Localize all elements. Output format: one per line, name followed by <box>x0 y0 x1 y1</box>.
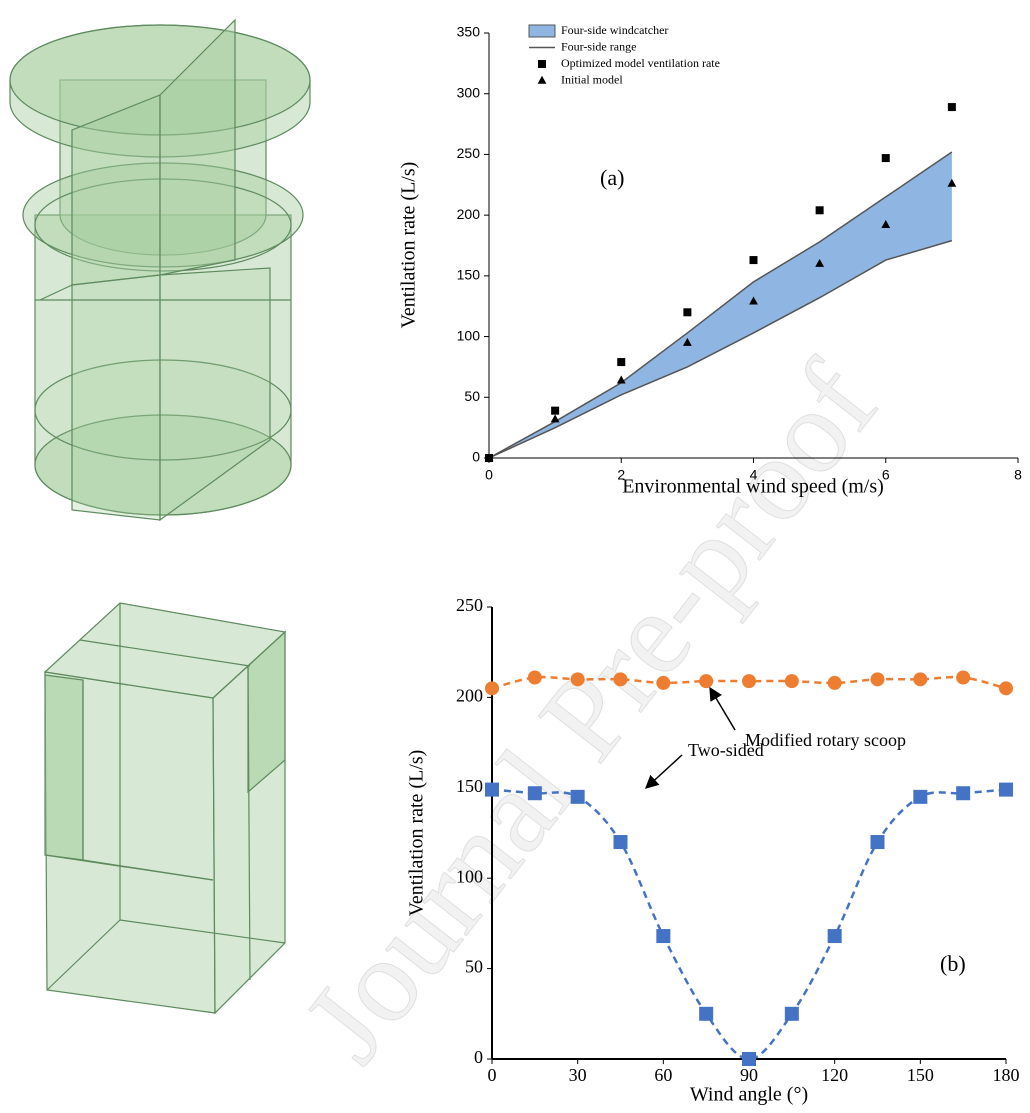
y-tick-label: 150 <box>456 776 483 796</box>
x-tick-label: 30 <box>569 1065 587 1085</box>
legend-label: Four-side range <box>561 39 636 53</box>
marker-circle <box>913 672 927 686</box>
y-tick-label: 250 <box>456 595 483 615</box>
marker-circle <box>871 672 885 686</box>
y-tick-label: 100 <box>456 866 483 886</box>
x-tick-label: 150 <box>907 1065 934 1085</box>
x-tick-label: 8 <box>1014 467 1022 483</box>
marker-square <box>913 790 927 804</box>
y-axis-label: Ventilation rate (L/s) <box>406 750 428 917</box>
marker-square <box>617 358 625 366</box>
marker-square <box>828 929 842 943</box>
x-tick-label: 0 <box>485 467 493 483</box>
marker-circle <box>742 674 756 688</box>
marker-square <box>816 206 824 214</box>
y-tick-label: 300 <box>457 84 481 100</box>
marker-square <box>485 783 499 797</box>
marker-square <box>699 1007 713 1021</box>
marker-circle <box>699 674 713 688</box>
marker-square <box>538 60 546 68</box>
legend-label: Four-side windcatcher <box>561 23 668 37</box>
marker-square <box>656 929 670 943</box>
marker-triangle <box>551 414 560 422</box>
x-tick-label: 120 <box>821 1065 848 1085</box>
y-tick-label: 100 <box>457 327 481 343</box>
marker-square <box>785 1007 799 1021</box>
y-tick-label: 200 <box>456 686 483 706</box>
marker-circle <box>956 671 970 685</box>
annotation-arrow <box>710 688 735 730</box>
marker-circle <box>614 672 628 686</box>
marker-square <box>956 786 970 800</box>
marker-circle <box>528 671 542 685</box>
x-axis-label: Wind angle (°) <box>690 1084 808 1106</box>
marker-circle <box>999 681 1013 695</box>
marker-circle <box>656 676 670 690</box>
marker-square <box>742 1052 756 1066</box>
marker-circle <box>485 681 499 695</box>
x-tick-label: 0 <box>488 1065 497 1085</box>
x-axis-label: Environmental wind speed (m/s) <box>622 476 884 498</box>
marker-square <box>750 256 758 264</box>
annotation: Modified rotary scoop <box>745 730 906 750</box>
marker-square <box>551 407 559 415</box>
x-tick-label: 180 <box>993 1065 1020 1085</box>
marker-circle <box>785 674 799 688</box>
annotation: (a) <box>600 165 624 190</box>
annotation-arrow <box>646 755 682 788</box>
y-axis-label: Ventilation rate (L/s) <box>398 162 420 329</box>
annotation: (b) <box>940 951 966 976</box>
marker-square <box>614 835 628 849</box>
x-tick-label: 60 <box>654 1065 672 1085</box>
marker-square <box>571 790 585 804</box>
marker-square <box>999 783 1013 797</box>
marker-square <box>871 835 885 849</box>
cylinder-render <box>10 20 310 520</box>
marker-square <box>528 786 542 800</box>
y-tick-label: 0 <box>474 1047 483 1067</box>
box-render <box>45 603 285 1013</box>
marker-square <box>683 308 691 316</box>
y-tick-label: 50 <box>465 957 483 977</box>
annotation: Two-sided <box>688 740 764 760</box>
legend-label: Optimized model ventilation rate <box>561 56 720 70</box>
y-tick-label: 250 <box>457 145 481 161</box>
marker-square <box>882 154 890 162</box>
watermark: Journal Pre-proof <box>278 339 902 1085</box>
legend-label: Initial model <box>561 72 623 86</box>
marker-circle <box>828 676 842 690</box>
y-tick-label: 150 <box>457 267 481 283</box>
marker-square <box>948 103 956 111</box>
marker-triangle <box>538 76 547 84</box>
y-tick-label: 350 <box>457 24 481 40</box>
x-tick-label: 90 <box>740 1065 758 1085</box>
y-tick-label: 0 <box>472 449 480 465</box>
marker-circle <box>571 672 585 686</box>
figure: Journal Pre-proof 0501001502002503003500… <box>0 0 1030 1113</box>
legend-swatch <box>529 25 555 37</box>
y-tick-label: 200 <box>457 206 481 222</box>
y-tick-label: 50 <box>464 388 480 404</box>
